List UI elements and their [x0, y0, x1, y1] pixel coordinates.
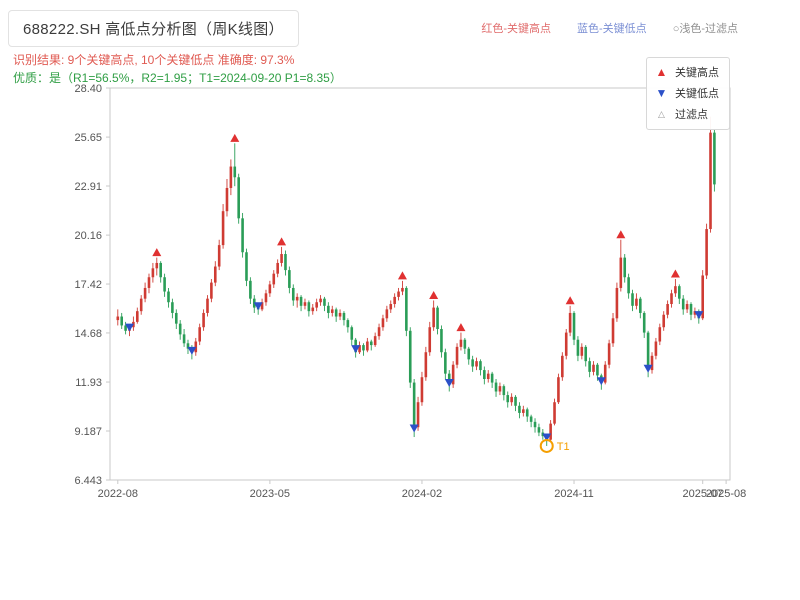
t1-annotation: T1 [539, 438, 570, 453]
up-triangle-icon: ▲ [655, 65, 668, 79]
plot-area [109, 87, 731, 481]
svg-text:2023-05: 2023-05 [250, 488, 290, 500]
svg-text:2024-11: 2024-11 [554, 488, 594, 500]
x-axis: 2022-08 2023-05 2024-02 2024-11 2025-082025-… [98, 480, 746, 500]
page-title: 688222.SH 高低点分析图（周K线图） [8, 10, 299, 47]
svg-text:14.68: 14.68 [74, 328, 102, 340]
chart-legend: ▲ 关键高点 ▼ 关键低点 △ 过滤点 [646, 57, 730, 130]
svg-text:20.16: 20.16 [74, 230, 102, 242]
svg-text:2025-07: 2025-07 [683, 488, 723, 500]
key-low-markers [124, 302, 704, 442]
legend-item-filtered: △ 过滤点 [655, 106, 719, 122]
svg-text:2025-08: 2025-08 [706, 488, 746, 500]
svg-text:28.40: 28.40 [74, 83, 102, 95]
svg-text:2024-02: 2024-02 [402, 488, 442, 500]
top-legend: 红色-关键高点 蓝色-关键低点 ○浅色-过滤点 [481, 20, 738, 36]
y-axis: 28.40 25.65 22.91 20.16 17.42 14.68 11.93 9.187… [74, 83, 110, 487]
recognition-result-text: 识别结果: 9个关键高点, 10个关键低点 准确度: 97.3% [13, 53, 295, 67]
top-legend-key-low-label: 蓝色-关键低点 [577, 23, 647, 35]
hollow-triangle-icon: △ [658, 108, 665, 119]
svg-text:25.65: 25.65 [74, 132, 102, 144]
page-title-text: 688222.SH 高低点分析图（周K线图） [23, 21, 284, 38]
quality-result-text: 优质：是（R1=56.5%，R2=1.95；T1=2024-09-20 P1=8… [13, 71, 342, 85]
legend-item-key-low: ▼ 关键低点 [655, 85, 719, 101]
legend-filtered-label: 过滤点 [675, 109, 708, 121]
svg-text:2022-08: 2022-08 [98, 488, 138, 500]
legend-key-low-label: 关键低点 [675, 88, 719, 100]
legend-key-high-label: 关键高点 [675, 67, 719, 79]
svg-text:22.91: 22.91 [74, 181, 102, 193]
top-legend-filtered-label: ○浅色-过滤点 [672, 23, 738, 35]
svg-text:11.93: 11.93 [75, 377, 102, 389]
candles [116, 116, 716, 446]
svg-text:T1: T1 [557, 441, 570, 453]
key-high-markers [152, 133, 680, 332]
svg-text:9.187: 9.187 [74, 426, 102, 438]
svg-text:6.443: 6.443 [74, 475, 102, 487]
down-triangle-icon: ▼ [655, 86, 668, 100]
svg-text:17.42: 17.42 [74, 279, 102, 291]
top-legend-key-high-label: 红色-关键高点 [481, 23, 552, 35]
legend-item-key-high: ▲ 关键高点 [655, 64, 719, 80]
